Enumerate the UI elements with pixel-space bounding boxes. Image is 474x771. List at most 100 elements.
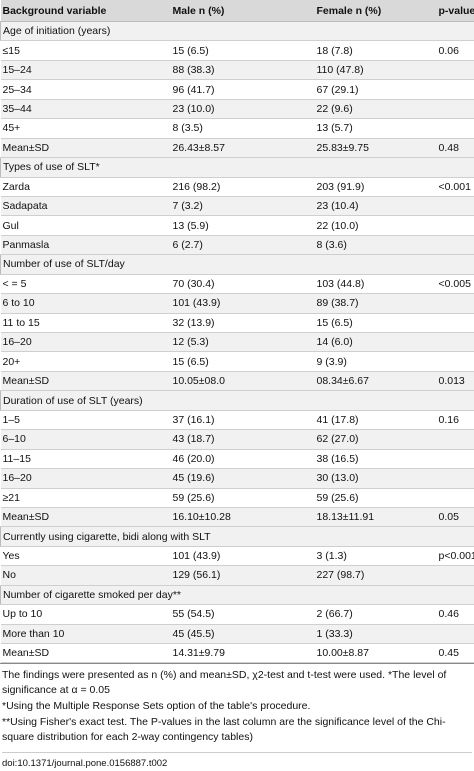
p-value bbox=[437, 119, 474, 138]
p-value: 0.45 bbox=[437, 644, 474, 663]
row-label: 16–20 bbox=[1, 469, 171, 488]
male-value: 45 (19.6) bbox=[171, 469, 315, 488]
male-value: 55 (54.5) bbox=[171, 605, 315, 624]
row-label: 15–24 bbox=[1, 60, 171, 79]
row-label: Up to 10 bbox=[1, 605, 171, 624]
male-value: 8 (3.5) bbox=[171, 119, 315, 138]
p-value bbox=[437, 60, 474, 79]
female-value: 103 (44.8) bbox=[315, 274, 437, 293]
header-row: Background variable Male n (%) Female n … bbox=[1, 0, 474, 22]
doi-text: doi:10.1371/journal.pone.0156887.t002 bbox=[2, 752, 472, 771]
male-value: 16.10±10.28 bbox=[171, 507, 315, 526]
header-p-value: p-value bbox=[437, 0, 474, 22]
p-value bbox=[437, 80, 474, 99]
p-value bbox=[437, 313, 474, 332]
male-value: 129 (56.1) bbox=[171, 566, 315, 585]
section-row: Currently using cigarette, bidi along wi… bbox=[1, 527, 474, 546]
section-label: Types of use of SLT* bbox=[1, 158, 474, 177]
row-label: No bbox=[1, 566, 171, 585]
male-value: 216 (98.2) bbox=[171, 177, 315, 196]
male-value: 37 (16.1) bbox=[171, 410, 315, 429]
table-notes: The findings were presented as n (%) and… bbox=[0, 663, 474, 771]
p-value: 0.013 bbox=[437, 371, 474, 390]
p-value: 0.48 bbox=[437, 138, 474, 157]
female-value: 18.13±11.91 bbox=[315, 507, 437, 526]
female-value: 18 (7.8) bbox=[315, 41, 437, 60]
female-value: 59 (25.6) bbox=[315, 488, 437, 507]
p-value: <0.005 bbox=[437, 274, 474, 293]
p-value: 0.05 bbox=[437, 507, 474, 526]
female-value: 203 (91.9) bbox=[315, 177, 437, 196]
row-label: Mean±SD bbox=[1, 371, 171, 390]
header-background-variable: Background variable bbox=[1, 0, 171, 22]
female-value: 3 (1.3) bbox=[315, 546, 437, 565]
section-label: Age of initiation (years) bbox=[1, 22, 474, 41]
row-label: 25–34 bbox=[1, 80, 171, 99]
section-label: Number of cigarette smoked per day** bbox=[1, 585, 474, 604]
female-value: 23 (10.4) bbox=[315, 196, 437, 215]
note-methods: The findings were presented as n (%) and… bbox=[2, 668, 472, 698]
p-value bbox=[437, 196, 474, 215]
male-value: 101 (43.9) bbox=[171, 294, 315, 313]
female-value: 13 (5.7) bbox=[315, 119, 437, 138]
female-value: 22 (10.0) bbox=[315, 216, 437, 235]
female-value: 22 (9.6) bbox=[315, 99, 437, 118]
row-label: Mean±SD bbox=[1, 507, 171, 526]
male-value: 46 (20.0) bbox=[171, 449, 315, 468]
female-value: 1 (33.3) bbox=[315, 624, 437, 643]
male-value: 88 (38.3) bbox=[171, 60, 315, 79]
male-value: 70 (30.4) bbox=[171, 274, 315, 293]
header-male: Male n (%) bbox=[171, 0, 315, 22]
section-row: Age of initiation (years) bbox=[1, 22, 474, 41]
section-label: Number of use of SLT/day bbox=[1, 255, 474, 274]
header-female: Female n (%) bbox=[315, 0, 437, 22]
section-row: Number of use of SLT/day bbox=[1, 255, 474, 274]
data-table: Background variable Male n (%) Female n … bbox=[0, 0, 474, 663]
row-label: ≤15 bbox=[1, 41, 171, 60]
female-value: 30 (13.0) bbox=[315, 469, 437, 488]
male-value: 26.43±8.57 bbox=[171, 138, 315, 157]
p-value bbox=[437, 449, 474, 468]
female-value: 67 (29.1) bbox=[315, 80, 437, 99]
row-label: 6 to 10 bbox=[1, 294, 171, 313]
section-row: Number of cigarette smoked per day** bbox=[1, 585, 474, 604]
table-row: 45+8 (3.5)13 (5.7) bbox=[1, 119, 474, 138]
female-value: 110 (47.8) bbox=[315, 60, 437, 79]
row-label: 11 to 15 bbox=[1, 313, 171, 332]
female-value: 14 (6.0) bbox=[315, 333, 437, 352]
p-value: 0.06 bbox=[437, 41, 474, 60]
row-label: 1–5 bbox=[1, 410, 171, 429]
female-value: 9 (3.9) bbox=[315, 352, 437, 371]
male-value: 6 (2.7) bbox=[171, 235, 315, 254]
section-row: Types of use of SLT* bbox=[1, 158, 474, 177]
row-label: 11–15 bbox=[1, 449, 171, 468]
row-label: Yes bbox=[1, 546, 171, 565]
female-value: 227 (98.7) bbox=[315, 566, 437, 585]
p-value bbox=[437, 294, 474, 313]
female-value: 15 (6.5) bbox=[315, 313, 437, 332]
p-value bbox=[437, 469, 474, 488]
male-value: 101 (43.9) bbox=[171, 546, 315, 565]
female-value: 2 (66.7) bbox=[315, 605, 437, 624]
male-value: 59 (25.6) bbox=[171, 488, 315, 507]
row-label: Mean±SD bbox=[1, 644, 171, 663]
male-value: 10.05±08.0 bbox=[171, 371, 315, 390]
note-multiple-response: *Using the Multiple Response Sets option… bbox=[2, 699, 472, 714]
